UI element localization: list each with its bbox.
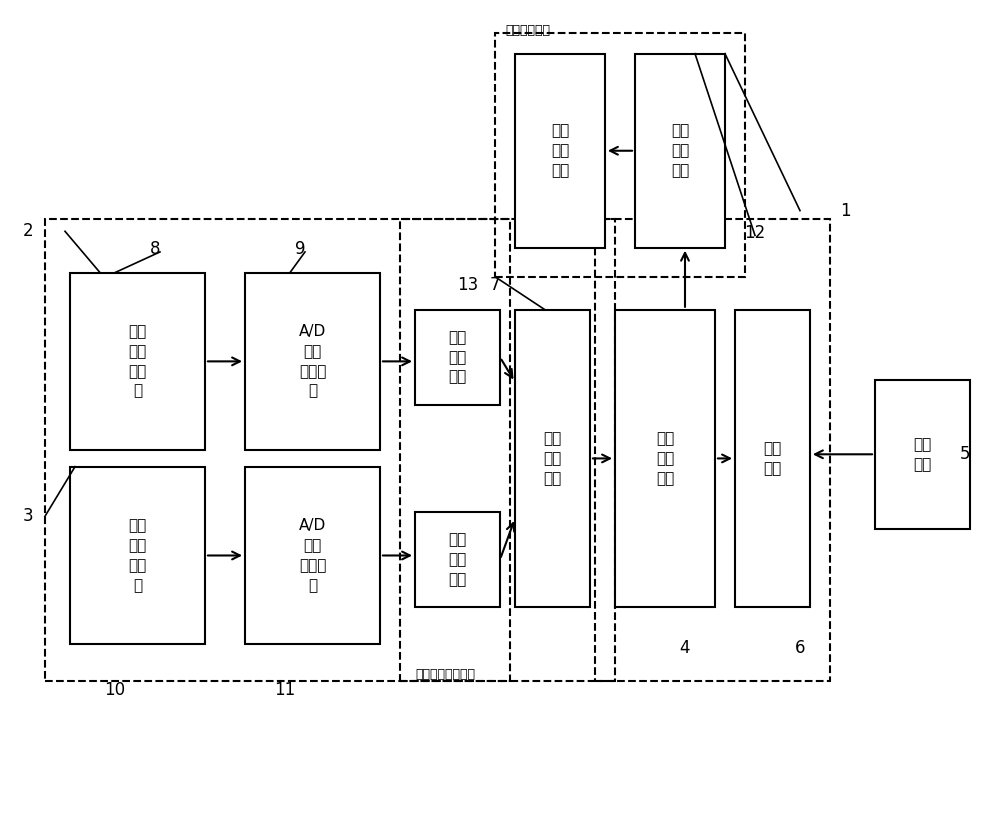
Bar: [515, 54, 605, 248]
Text: 1: 1: [840, 202, 850, 220]
Bar: [70, 467, 205, 644]
Text: 5: 5: [960, 445, 970, 463]
Text: A/D
数据
转换器
一: A/D 数据 转换器 一: [299, 324, 326, 399]
Text: 变频
调速
模块: 变频 调速 模块: [671, 123, 689, 178]
Text: 动力
驱动
模块: 动力 驱动 模块: [551, 123, 569, 178]
Text: 2: 2: [23, 222, 33, 240]
Text: 10: 10: [104, 681, 126, 699]
Bar: [635, 54, 725, 248]
Text: 数据
处理
模块: 数据 处理 模块: [656, 431, 674, 486]
Text: 无线
发射
模块: 无线 发射 模块: [448, 532, 467, 587]
Text: 4: 4: [680, 639, 690, 657]
Text: 9: 9: [295, 240, 305, 259]
Text: 8: 8: [150, 240, 160, 259]
Bar: [245, 467, 380, 644]
Text: 无线数据传输模块: 无线数据传输模块: [415, 668, 475, 681]
Bar: [495, 33, 745, 277]
Text: 7: 7: [490, 276, 500, 294]
Text: 驱动调速模块: 驱动调速模块: [505, 24, 550, 37]
Text: 12: 12: [744, 224, 766, 242]
Bar: [45, 219, 510, 681]
Bar: [245, 273, 380, 450]
Text: 13: 13: [457, 276, 479, 294]
Bar: [415, 512, 500, 607]
Text: 测速
模块: 测速 模块: [913, 437, 932, 472]
Text: A/D
数据
转换器
二: A/D 数据 转换器 二: [299, 518, 326, 593]
Bar: [735, 310, 810, 607]
Text: 11: 11: [274, 681, 296, 699]
Bar: [415, 310, 500, 405]
Text: 加速
度传
感器
一: 加速 度传 感器 一: [128, 324, 147, 399]
Bar: [400, 219, 615, 681]
Text: 加速
度传
感器
二: 加速 度传 感器 二: [128, 518, 147, 593]
Bar: [615, 310, 715, 607]
Bar: [515, 310, 590, 607]
Text: 无线
接收
模块: 无线 接收 模块: [543, 431, 562, 486]
Text: 3: 3: [23, 507, 33, 525]
Text: 无线
发射
模块: 无线 发射 模块: [448, 330, 467, 385]
Text: 显示
模块: 显示 模块: [763, 441, 782, 476]
Bar: [875, 380, 970, 529]
Bar: [595, 219, 830, 681]
Bar: [70, 273, 205, 450]
Text: 6: 6: [795, 639, 805, 657]
